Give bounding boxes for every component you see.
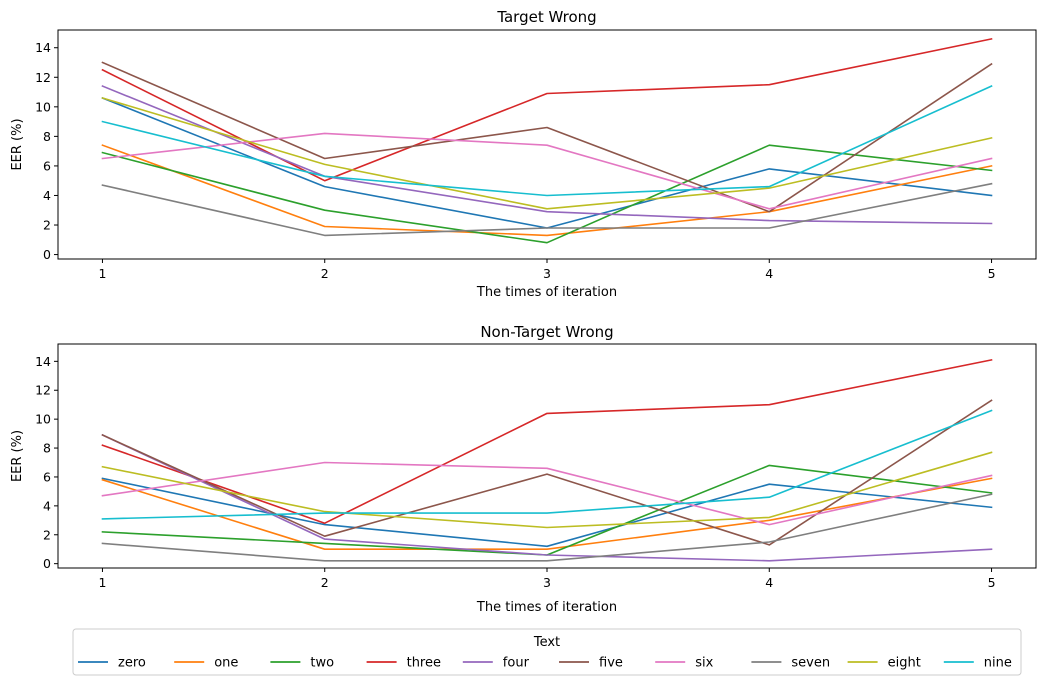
x-tick-label: 3 (543, 575, 551, 590)
legend-label: eight (888, 656, 921, 671)
y-tick-label: 6 (43, 158, 51, 173)
y-tick-label: 14 (35, 40, 51, 55)
series-line-four (101, 85, 993, 225)
x-tick-label: 5 (988, 266, 996, 281)
y-tick-label: 8 (43, 441, 51, 456)
chart-title: Non-Target Wrong (480, 323, 613, 341)
x-tick-label: 5 (988, 575, 996, 590)
legend-label: zero (118, 656, 146, 671)
series-line-nine (101, 409, 993, 520)
legend-entry-zero: zero (78, 656, 146, 671)
chart-title: Target Wrong (496, 8, 596, 26)
series-line-three (101, 358, 993, 525)
legend-entry-six: six (655, 656, 714, 671)
legend-entry-three: three (366, 656, 441, 671)
series-line-eight (101, 451, 993, 529)
legend-entry-seven: seven (751, 656, 830, 671)
series-line-nine (101, 85, 993, 197)
legend-entry-two: two (270, 656, 334, 671)
series-line-three (101, 37, 993, 182)
legend-label: nine (984, 656, 1012, 671)
legend-entry-four: four (462, 656, 530, 671)
y-axis-label: EER (%) (10, 430, 25, 482)
series-line-four (101, 433, 993, 562)
series-line-seven (101, 493, 993, 562)
series-line-eight (101, 97, 993, 210)
y-tick-label: 10 (35, 99, 51, 114)
legend-label: one (214, 656, 238, 671)
legend-entry-one: one (174, 656, 238, 671)
legend-entry-eight: eight (847, 656, 921, 671)
y-tick-label: 10 (35, 412, 51, 427)
series-line-six (101, 132, 993, 210)
x-tick-label: 3 (543, 266, 551, 281)
x-tick-label: 4 (765, 575, 773, 590)
y-tick-label: 0 (43, 247, 51, 262)
legend-label: seven (791, 656, 830, 671)
y-tick-label: 12 (35, 70, 51, 85)
legend-label: two (310, 656, 334, 671)
y-tick-label: 4 (43, 188, 51, 203)
legend-label: three (407, 656, 441, 671)
y-tick-label: 12 (35, 383, 51, 398)
series-line-two (101, 464, 993, 556)
x-tick-label: 1 (98, 266, 106, 281)
x-tick-label: 2 (321, 266, 329, 281)
legend-label: six (695, 656, 713, 671)
y-tick-label: 2 (43, 218, 51, 233)
y-tick-label: 6 (43, 469, 51, 484)
legend-label: four (503, 656, 530, 671)
x-tick-label: 2 (321, 575, 329, 590)
legend-entry-nine: nine (943, 656, 1012, 671)
x-axis-label: The times of iteration (476, 285, 617, 300)
y-axis-label: EER (%) (10, 118, 25, 170)
legend-entry-five: five (559, 656, 623, 671)
y-tick-label: 8 (43, 129, 51, 144)
series-line-five (101, 61, 993, 213)
y-tick-label: 4 (43, 498, 51, 513)
series-line-seven (101, 182, 993, 237)
y-tick-label: 0 (43, 556, 51, 571)
x-axis-label: The times of iteration (476, 600, 617, 615)
legend: Text zero one two three four five six seven eigh… (72, 628, 1022, 676)
legend-frame (72, 628, 1022, 676)
x-tick-label: 1 (98, 575, 106, 590)
legend-label: five (599, 656, 623, 671)
x-tick-label: 4 (765, 266, 773, 281)
plot-frame (57, 29, 1037, 260)
series-line-zero (101, 477, 993, 548)
series-line-one (101, 477, 993, 551)
series-line-six (101, 461, 993, 526)
y-tick-label: 2 (43, 527, 51, 542)
y-tick-label: 14 (35, 354, 51, 369)
series-line-five (101, 399, 993, 546)
legend-title: Text (533, 635, 560, 650)
plot-frame (57, 343, 1037, 569)
series-line-one (101, 144, 993, 237)
